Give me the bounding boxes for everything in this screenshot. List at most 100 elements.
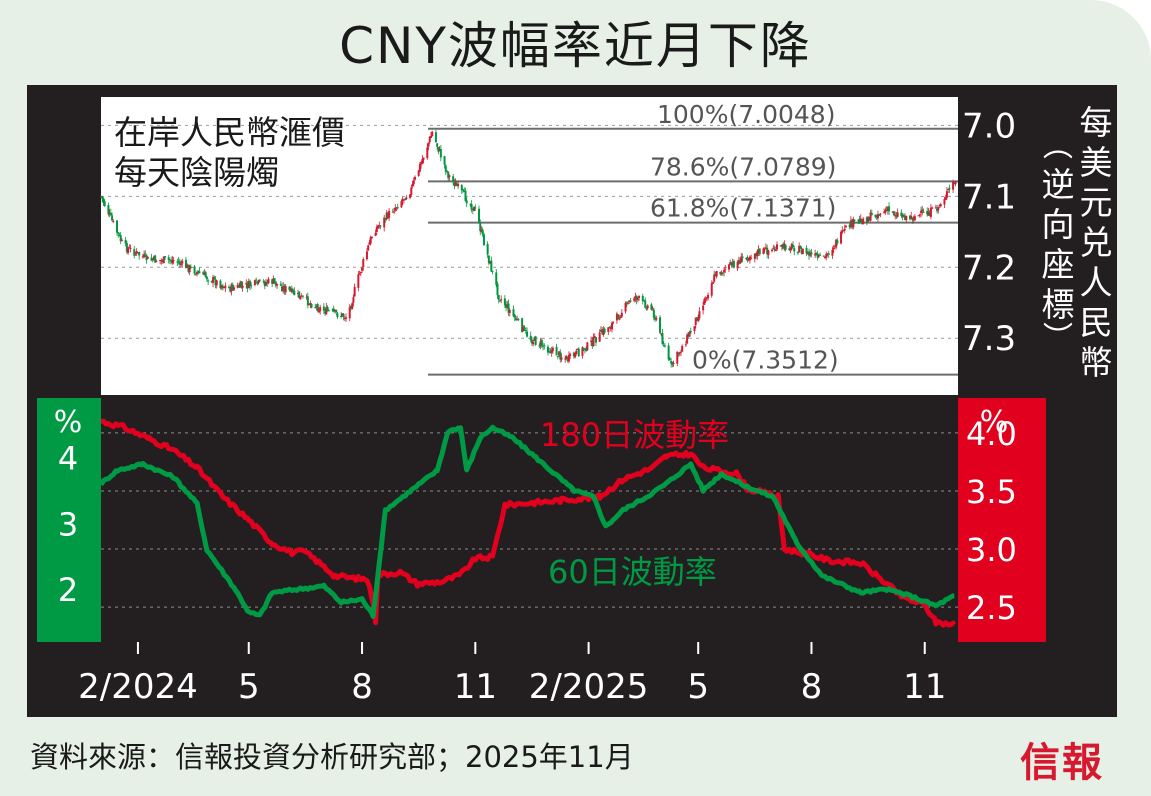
candle-body (306, 296, 309, 306)
candle-body (120, 240, 123, 242)
candle-body (116, 220, 119, 233)
candle-body (267, 278, 270, 284)
candle-body (819, 254, 822, 256)
candle-body (253, 280, 256, 286)
candle-body (926, 210, 929, 215)
candle-body (750, 257, 753, 259)
candle-body (905, 215, 908, 221)
candle-body (187, 264, 190, 272)
candle-body (223, 286, 226, 288)
candle-body (661, 333, 664, 345)
candle-body (213, 276, 216, 280)
candle-body (473, 206, 476, 211)
candle-body (134, 253, 137, 255)
candle-body (300, 295, 303, 297)
candle-body (422, 157, 425, 160)
candle-body (100, 196, 102, 198)
candle-body (197, 270, 200, 272)
candle-body (240, 281, 243, 288)
candle-body (170, 260, 173, 262)
candle-body (868, 217, 871, 221)
candle-body (464, 190, 467, 201)
axis-label-paren: ︶ (1043, 321, 1073, 356)
candle-body (737, 260, 740, 263)
candle-body (792, 244, 795, 248)
candle-body (876, 214, 879, 219)
candle-body (514, 318, 517, 321)
candle-body (127, 248, 130, 253)
x-tick-label: 2/2024 (78, 667, 198, 707)
candle-body (636, 298, 639, 300)
candle-body (727, 264, 730, 270)
candle-body (599, 330, 602, 332)
candle-body (500, 299, 503, 301)
candle-body (384, 218, 387, 220)
candle-body (297, 292, 300, 294)
axis-label-char: 幣 (1080, 343, 1113, 382)
candle-body (207, 280, 210, 282)
candle-body (560, 357, 563, 360)
candle-body (745, 257, 748, 259)
candle-body (196, 272, 199, 275)
candle-body (775, 244, 778, 250)
candle-body (281, 286, 284, 291)
candle-body (862, 218, 865, 225)
vol-right-tick-label: 3.0 (966, 531, 1017, 569)
candle-body (343, 318, 346, 320)
candle-body (517, 318, 520, 320)
candle-body (533, 337, 536, 341)
candle-body (646, 305, 649, 309)
candle-body (543, 345, 546, 347)
candle-body (524, 329, 527, 331)
candle-body (428, 136, 431, 143)
candle-body (361, 267, 364, 271)
axis-label-paren: ︵ (1043, 129, 1073, 164)
candle-body (479, 223, 482, 232)
candle-body (689, 330, 692, 333)
candle-body (487, 255, 490, 264)
x-tick-label: 5 (687, 667, 709, 707)
candle-body (378, 225, 381, 227)
candle-body (698, 311, 701, 319)
candle-body (301, 295, 304, 297)
candle-body (446, 170, 449, 172)
candle-body (516, 319, 519, 321)
candle-body (643, 300, 646, 302)
candle-body (748, 256, 751, 261)
candle-body (463, 190, 466, 192)
candle-body (314, 307, 317, 309)
candle-body (721, 272, 724, 274)
candle-body (943, 199, 946, 205)
candle-body (271, 279, 274, 284)
candle-body (205, 276, 208, 280)
candle-body (711, 282, 714, 284)
candle-body (447, 171, 450, 179)
candle-body (663, 345, 666, 347)
candle-body (288, 286, 291, 290)
candle-body (592, 336, 595, 347)
candles (100, 130, 957, 368)
candle-body (910, 215, 913, 218)
candle-body (400, 201, 403, 208)
candle-body (420, 162, 423, 165)
candle-body (843, 228, 846, 231)
candle-body (426, 147, 429, 159)
candle-body (129, 248, 132, 250)
candle-body (315, 305, 318, 307)
candle-body (239, 282, 242, 288)
candle-body (508, 310, 511, 313)
candle-body (555, 346, 558, 356)
candle-body (383, 217, 386, 228)
candle-body (374, 233, 377, 236)
candle-body (724, 268, 727, 270)
candle-body (705, 297, 708, 299)
candle-body (522, 326, 525, 332)
candle-body (627, 302, 630, 304)
x-tick-label: 8 (801, 667, 823, 707)
candle-body (256, 281, 259, 285)
candle-body (633, 298, 636, 301)
candle-body (798, 245, 801, 253)
candle-body (305, 296, 308, 298)
candle-body (870, 212, 873, 216)
candle-body (365, 251, 368, 260)
